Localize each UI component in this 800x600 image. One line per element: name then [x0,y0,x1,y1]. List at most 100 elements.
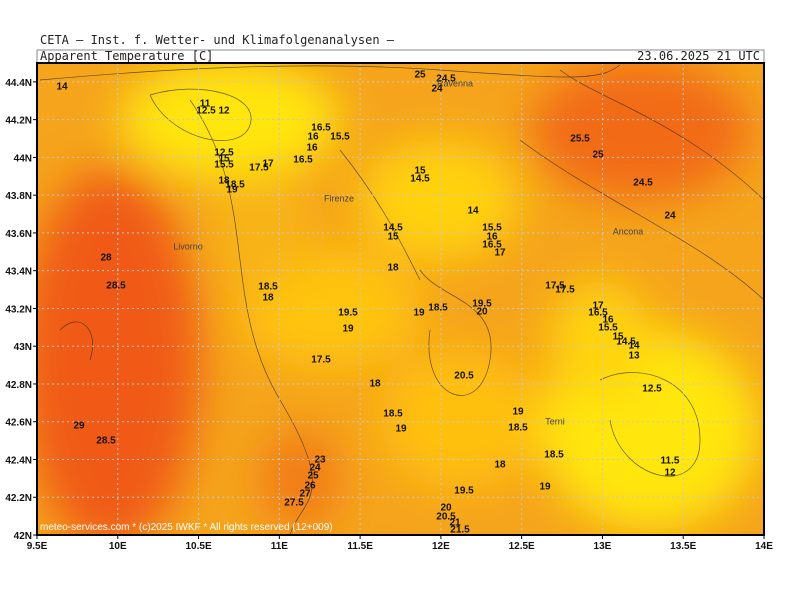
contour-label: 15.5 [598,323,618,334]
contour-label: 18.5 [544,450,564,461]
x-tick-label: 12E [432,541,450,552]
place-name: Firenze [324,193,354,203]
place-name: Terni [545,416,565,426]
y-tick-label: 42.6N [5,418,32,429]
y-tick-label: 43.6N [5,229,32,240]
contour-label: 23 [314,455,326,466]
contour-label: 19 [395,424,407,435]
contour-label: 18.5 [508,423,528,434]
contour-label: 16.5 [482,240,502,251]
contour-label: 28.5 [96,436,116,447]
y-tick-label: 42.2N [5,493,32,504]
contour-label: 21 [449,518,461,529]
x-tick-label: 9.5E [27,541,48,552]
place-name: Ancona [613,226,644,236]
x-tick-label: 11E [271,541,289,552]
map-field [37,63,764,535]
x-tick-label: 13E [594,541,612,552]
x-tick-label: 10E [109,541,127,552]
contour-label: 16 [486,232,498,243]
y-tick-label: 44.2N [5,116,32,127]
y-tick-label: 43.4N [5,267,32,278]
contour-label: 16 [307,132,319,143]
contour-label: 18.5 [428,303,448,314]
y-tick-label: 42.4N [5,455,32,466]
place-name: Livorno [173,241,203,251]
contour-label: 26 [304,481,316,492]
contour-label: 17 [592,301,604,312]
contour-label: 16.5 [293,155,313,166]
contour-label: 15.5 [330,132,350,143]
contour-label: 18 [494,460,506,471]
y-tick-label: 43.8N [5,191,32,202]
contour-label: 28 [100,253,112,264]
contour-label: 25 [414,70,426,81]
header-date: 23.06.2025 21 UTC [637,49,760,63]
contour-label: 16.5 [588,308,608,319]
contour-label: 15.5 [214,160,234,171]
contour-label: 21.5 [450,525,470,536]
contour-label: 15 [414,166,426,177]
contour-label: 16.5 [311,123,331,134]
contour-label: 17.5 [545,281,565,292]
contour-label: 14.5 [616,337,636,348]
contour-label: 28.5 [106,281,126,292]
contour-label: 20 [440,503,452,514]
contour-label: 18 [369,379,381,390]
contour-label: 14.5 [410,174,430,185]
contour-label: 24.5 [436,74,456,85]
contour-label: 27 [299,489,311,500]
y-tick-label: 43N [14,342,32,353]
x-tick-label: 10.5E [185,541,211,552]
contour-label: 19 [413,308,425,319]
contour-label: 14 [56,82,68,93]
contour-label: 12.5 [214,148,234,159]
contour-label: 11 [200,99,211,110]
contour-label: 18.5 [258,282,278,293]
place-name: Ravenna [437,78,473,88]
contour-label: 16 [602,315,614,326]
contour-label: 25.5 [570,134,590,145]
contour-label: 24 [664,211,676,222]
contour-label: 17 [262,159,274,170]
contour-label: 19.5 [472,299,492,310]
contour-label: 25 [592,150,604,161]
contour-label: 18 [387,263,399,274]
contour-label: 14.5 [383,223,403,234]
contour-label: 15 [218,154,230,165]
contour-label: 20.5 [436,512,456,523]
contour-label: 24 [309,463,321,474]
contour-label: 25 [307,471,319,482]
y-tick-label: 44N [14,153,32,164]
y-tick-label: 42N [14,531,32,542]
contour-label: 17.5 [555,285,575,296]
contour-label: 29 [73,421,85,432]
contour-label: 24.5 [633,178,653,189]
contour-label: 27.5 [284,498,304,509]
x-tick-label: 14E [755,541,773,552]
y-tick-label: 42.8N [5,380,32,391]
contour-label: 18.5 [383,409,403,420]
contour-label: 19 [539,482,551,493]
contour-label: 17.5 [249,163,269,174]
contour-label: 19 [512,407,524,418]
x-tick-label: 12.5E [509,541,535,552]
contour-label: 11.5 [661,456,680,467]
map-frame [36,62,765,536]
contour-label: 17.5 [311,355,331,366]
contour-label: 14 [467,206,479,217]
y-tick-label: 43.2N [5,304,32,315]
contour-label: 15 [612,332,624,343]
contour-label: 20.5 [454,371,474,382]
contour-label: 15.5 [482,223,502,234]
contour-label: 16 [306,143,318,154]
contour-label: 12.5 [642,384,662,395]
contour-label: 19.5 [454,486,474,497]
contour-label: 19 [342,324,354,335]
contour-label: 19 [226,185,238,196]
contour-label: 18.5 [225,180,245,191]
contour-label: 12 [218,106,230,117]
contour-label: 17 [494,248,506,259]
contour-label: 18 [218,176,230,187]
